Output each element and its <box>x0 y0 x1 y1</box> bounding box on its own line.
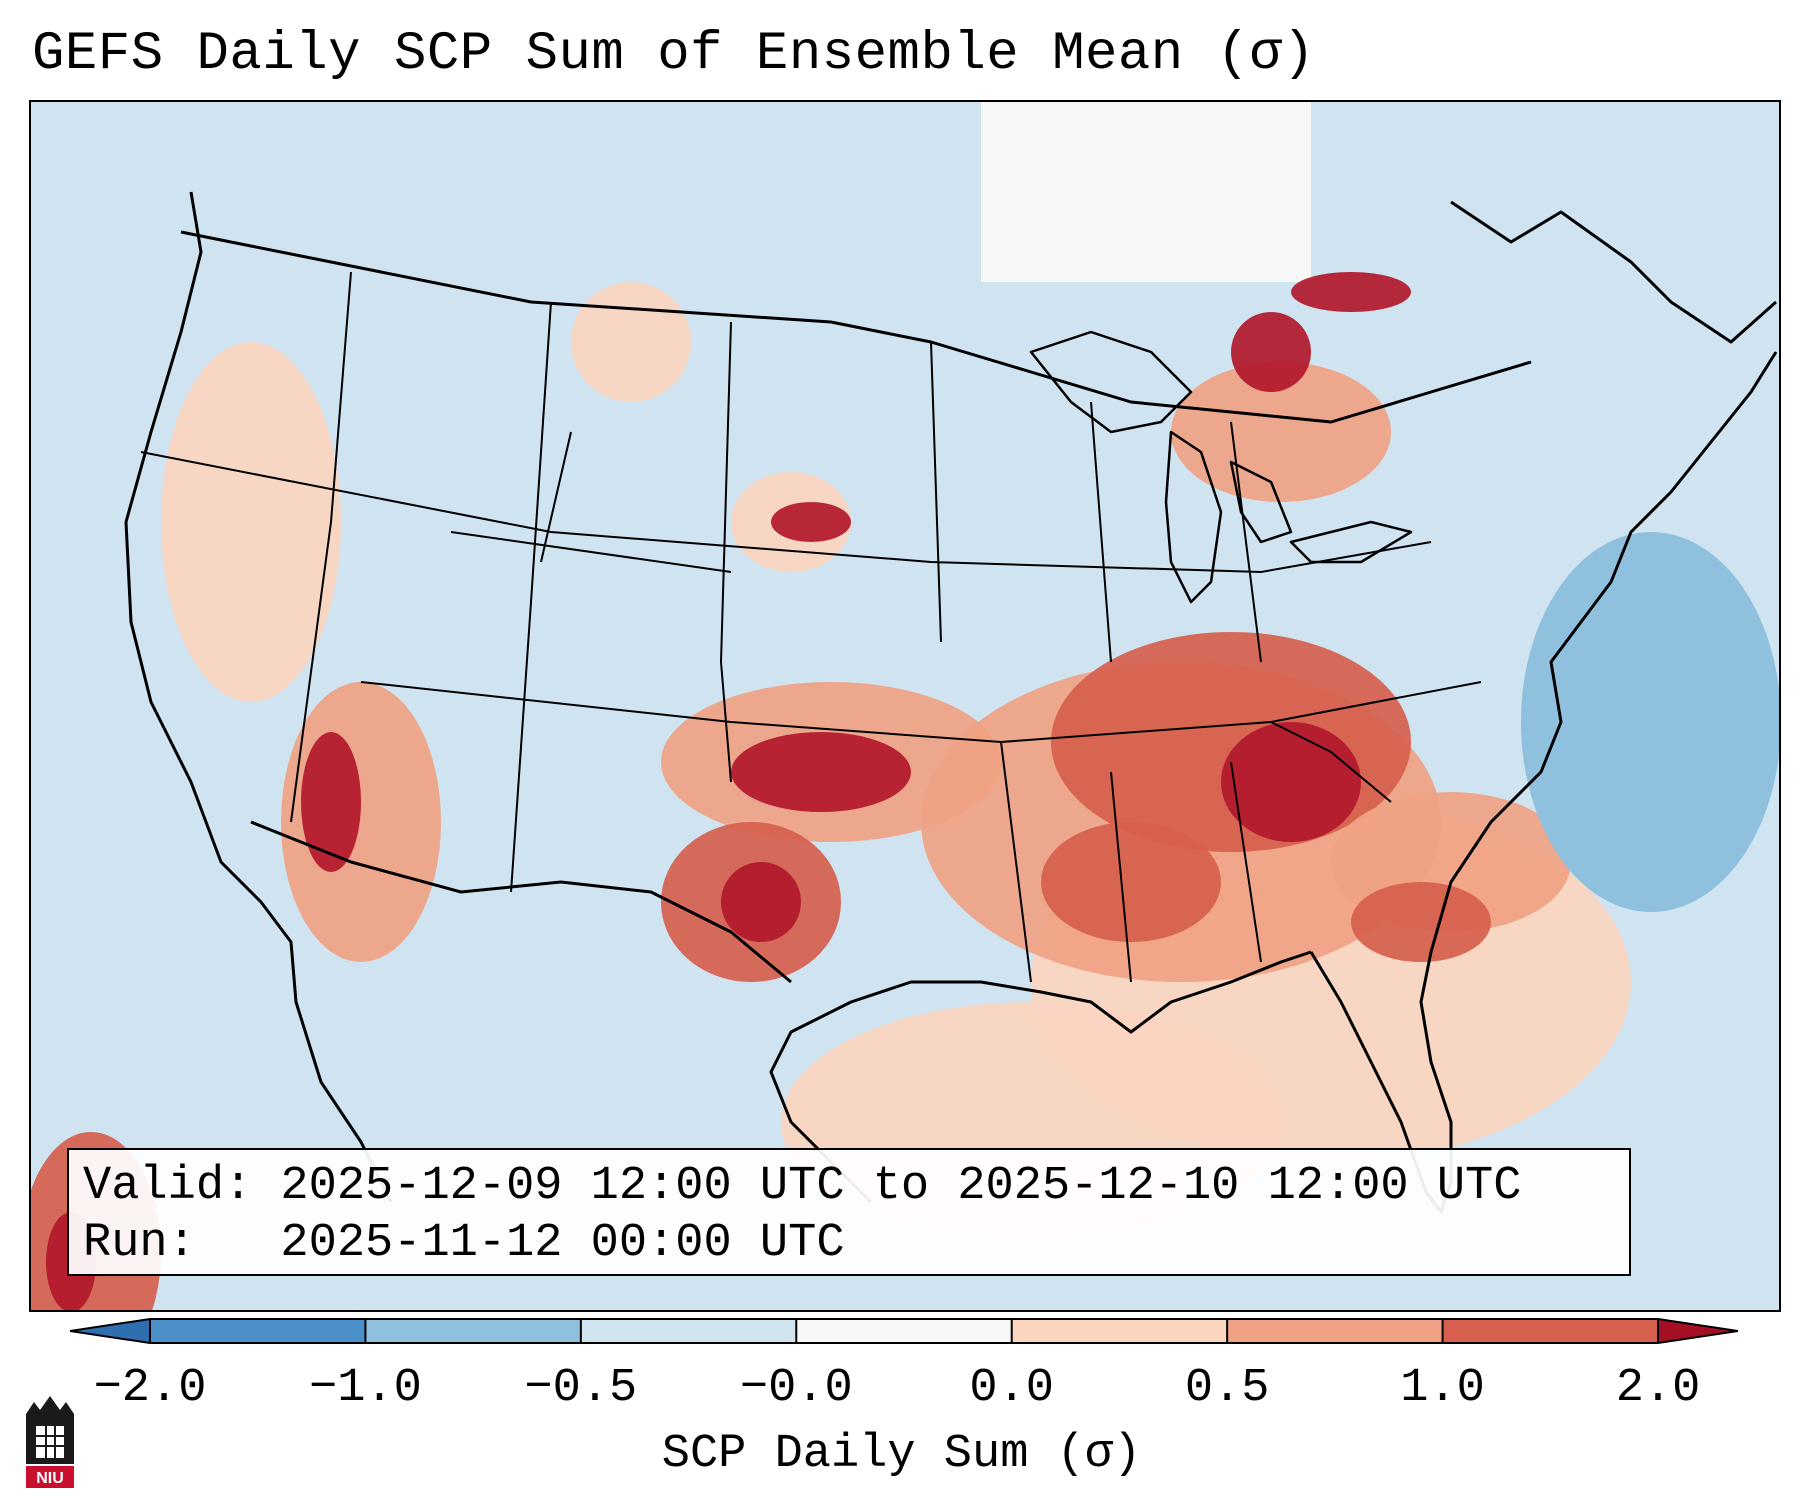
anomaly-region <box>301 732 361 872</box>
state-lines <box>140 271 1482 983</box>
anomaly-region <box>1221 722 1361 842</box>
map-panel <box>29 100 1781 1312</box>
valid-line: Valid: 2025-12-09 12:00 UTC to 2025-12-1… <box>83 1160 1522 1213</box>
colorbar-tick-label: 0.5 <box>1184 1362 1270 1415</box>
anomaly-region <box>1351 882 1491 962</box>
run-line: Run: 2025-11-12 00:00 UTC <box>83 1217 845 1270</box>
canada-border <box>180 230 1532 424</box>
anomaly-region <box>1291 272 1411 312</box>
east-coast-line <box>1429 351 1778 953</box>
niu-logo-icon: NIU <box>26 1396 74 1488</box>
anomaly-region <box>1041 822 1221 942</box>
anomaly-region <box>1231 312 1311 392</box>
colorbar-tick-label: −0.5 <box>524 1362 638 1415</box>
anomaly-region <box>771 502 851 542</box>
mexico-border <box>250 820 792 984</box>
valid-time-box: Valid: 2025-12-09 12:00 UTC to 2025-12-1… <box>67 1148 1631 1276</box>
colorbar-under-triangle <box>70 1319 150 1343</box>
colorbar-bin <box>1442 1319 1659 1343</box>
anomaly-region <box>1171 362 1391 502</box>
anomaly-region <box>571 282 691 402</box>
colorbar-bin <box>1011 1319 1228 1343</box>
anomaly-region <box>731 732 911 812</box>
colorbar-bin <box>580 1319 797 1343</box>
colorbar-tick-label: −0.0 <box>739 1362 853 1415</box>
colorbar-bin <box>150 1319 366 1343</box>
colorbar-over-triangle <box>1658 1319 1738 1343</box>
near-zero-region <box>981 102 1311 282</box>
canada-coast-line <box>1450 200 1777 344</box>
gulf-coast-line <box>769 950 1312 1204</box>
logo-text: NIU <box>36 1470 64 1487</box>
great-lakes <box>1029 330 1413 604</box>
colorbar-bin <box>1227 1319 1444 1343</box>
colorbar-bin <box>796 1319 1013 1343</box>
colorbar-tick-label: −2.0 <box>93 1362 207 1415</box>
chart-title: GEFS Daily SCP Sum of Ensemble Mean (σ) <box>32 24 1316 85</box>
boundaries <box>124 191 1778 1214</box>
colorbar-bin <box>365 1319 582 1343</box>
colorbar-tick-label: −1.0 <box>309 1362 422 1415</box>
scp-anomaly-map <box>31 102 1779 1310</box>
colorbar <box>70 1318 1738 1344</box>
anomaly-region <box>161 342 341 702</box>
colorbar-tick-label: 2.0 <box>1615 1362 1701 1415</box>
anomaly-region <box>721 862 801 942</box>
west-coast-line <box>124 191 393 1203</box>
negative-anomaly-region <box>1521 532 1779 912</box>
colorbar-label: SCP Daily Sum (σ) <box>661 1428 1142 1481</box>
colorbar-tick-label: 0.0 <box>969 1362 1055 1415</box>
colorbar-outline <box>70 1318 1738 1344</box>
colorbar-tick-label: 1.0 <box>1400 1362 1485 1415</box>
